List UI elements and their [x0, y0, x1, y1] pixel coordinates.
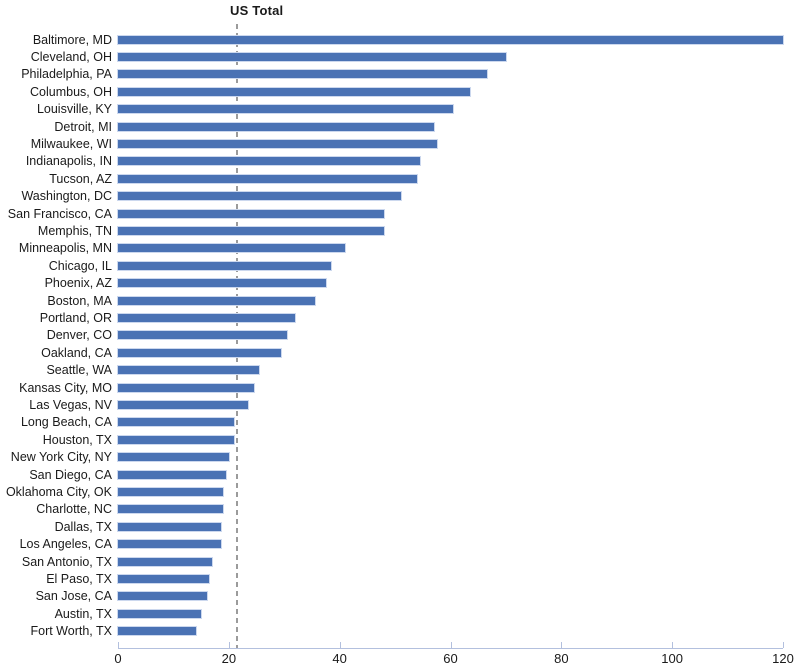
x-tick-label: 100 [661, 651, 683, 666]
bar [118, 296, 315, 305]
category-label: Milwaukee, WI [30, 136, 112, 151]
bar [118, 52, 506, 61]
category-label: Indianapolis, IN [25, 154, 112, 169]
category-label: San Antonio, TX [21, 554, 112, 569]
category-label: Oakland, CA [41, 345, 112, 360]
category-label: Philadelphia, PA [21, 67, 112, 82]
bar [118, 226, 384, 235]
x-axis-line [118, 648, 783, 649]
category-label: San Diego, CA [29, 467, 112, 482]
category-label: Portland, OR [39, 310, 112, 325]
bar [118, 70, 487, 79]
x-tick-mark [118, 642, 119, 648]
bar [118, 609, 202, 618]
category-label: Phoenix, AZ [44, 276, 112, 291]
category-label: El Paso, TX [46, 571, 112, 586]
category-label: Dallas, TX [54, 519, 112, 534]
category-label: Columbus, OH [30, 84, 112, 99]
bar [118, 348, 282, 357]
x-tick-label: 0 [114, 651, 122, 666]
category-label: Memphis, TN [37, 223, 112, 238]
x-tick-mark [339, 642, 341, 648]
x-tick-label: 20 [221, 651, 237, 666]
bar [118, 400, 249, 409]
x-tick-mark [672, 642, 674, 648]
category-label: Boston, MA [47, 293, 112, 308]
x-tick-label: 60 [443, 651, 458, 666]
category-label: Houston, TX [42, 432, 112, 447]
category-label: Minneapolis, MN [18, 241, 112, 256]
category-label: Louisville, KY [36, 102, 112, 117]
x-tick-mark [450, 642, 452, 648]
category-label: Detroit, MI [54, 119, 112, 134]
bar [118, 505, 224, 514]
bar [118, 35, 783, 44]
bar [118, 592, 207, 601]
category-label: Charlotte, NC [36, 502, 112, 517]
category-label: Chicago, IL [48, 258, 112, 273]
x-tick-mark [783, 642, 784, 648]
category-label: San Francisco, CA [7, 206, 112, 221]
category-label: Long Beach, CA [20, 415, 112, 430]
bar [118, 157, 421, 166]
category-label: Las Vegas, NV [29, 397, 112, 412]
bar [118, 540, 221, 549]
bar [118, 105, 454, 114]
bar [118, 174, 418, 183]
category-label: San Jose, CA [35, 589, 112, 604]
reference-line-label: US Total [230, 3, 284, 18]
bar [118, 192, 401, 201]
category-label: Fort Worth, TX [30, 624, 112, 639]
bar [118, 313, 296, 322]
bar [118, 87, 470, 96]
category-label: Los Angeles, CA [19, 537, 112, 552]
x-tick-label: 80 [554, 651, 569, 666]
bar [118, 574, 210, 583]
bar [118, 487, 224, 496]
category-label: Washington, DC [21, 189, 112, 204]
bar [118, 261, 332, 270]
bar [118, 279, 326, 288]
category-label: Cleveland, OH [30, 49, 112, 64]
bar [118, 627, 196, 636]
bar [118, 139, 437, 148]
bar [118, 383, 254, 392]
x-tick-mark [228, 642, 230, 648]
category-label: Baltimore, MD [32, 32, 112, 47]
category-label: Oklahoma City, OK [5, 484, 112, 499]
x-tick-label: 40 [332, 651, 347, 666]
category-label: Austin, TX [54, 606, 112, 621]
bar [118, 470, 227, 479]
bar [118, 453, 229, 462]
category-label: Denver, CO [46, 328, 112, 343]
bar [118, 331, 288, 340]
category-label: Seattle, WA [46, 363, 112, 378]
category-label: New York City, NY [10, 450, 112, 465]
category-label: Tucson, AZ [49, 171, 112, 186]
bar [118, 366, 260, 375]
x-tick-mark [561, 642, 563, 648]
x-tick-label: 120 [772, 651, 794, 666]
bar [118, 244, 346, 253]
bar [118, 522, 221, 531]
bar [118, 122, 434, 131]
bar [118, 557, 213, 566]
bar [118, 418, 235, 427]
bar [118, 435, 235, 444]
bar [118, 209, 384, 218]
category-label: Kansas City, MO [19, 380, 112, 395]
